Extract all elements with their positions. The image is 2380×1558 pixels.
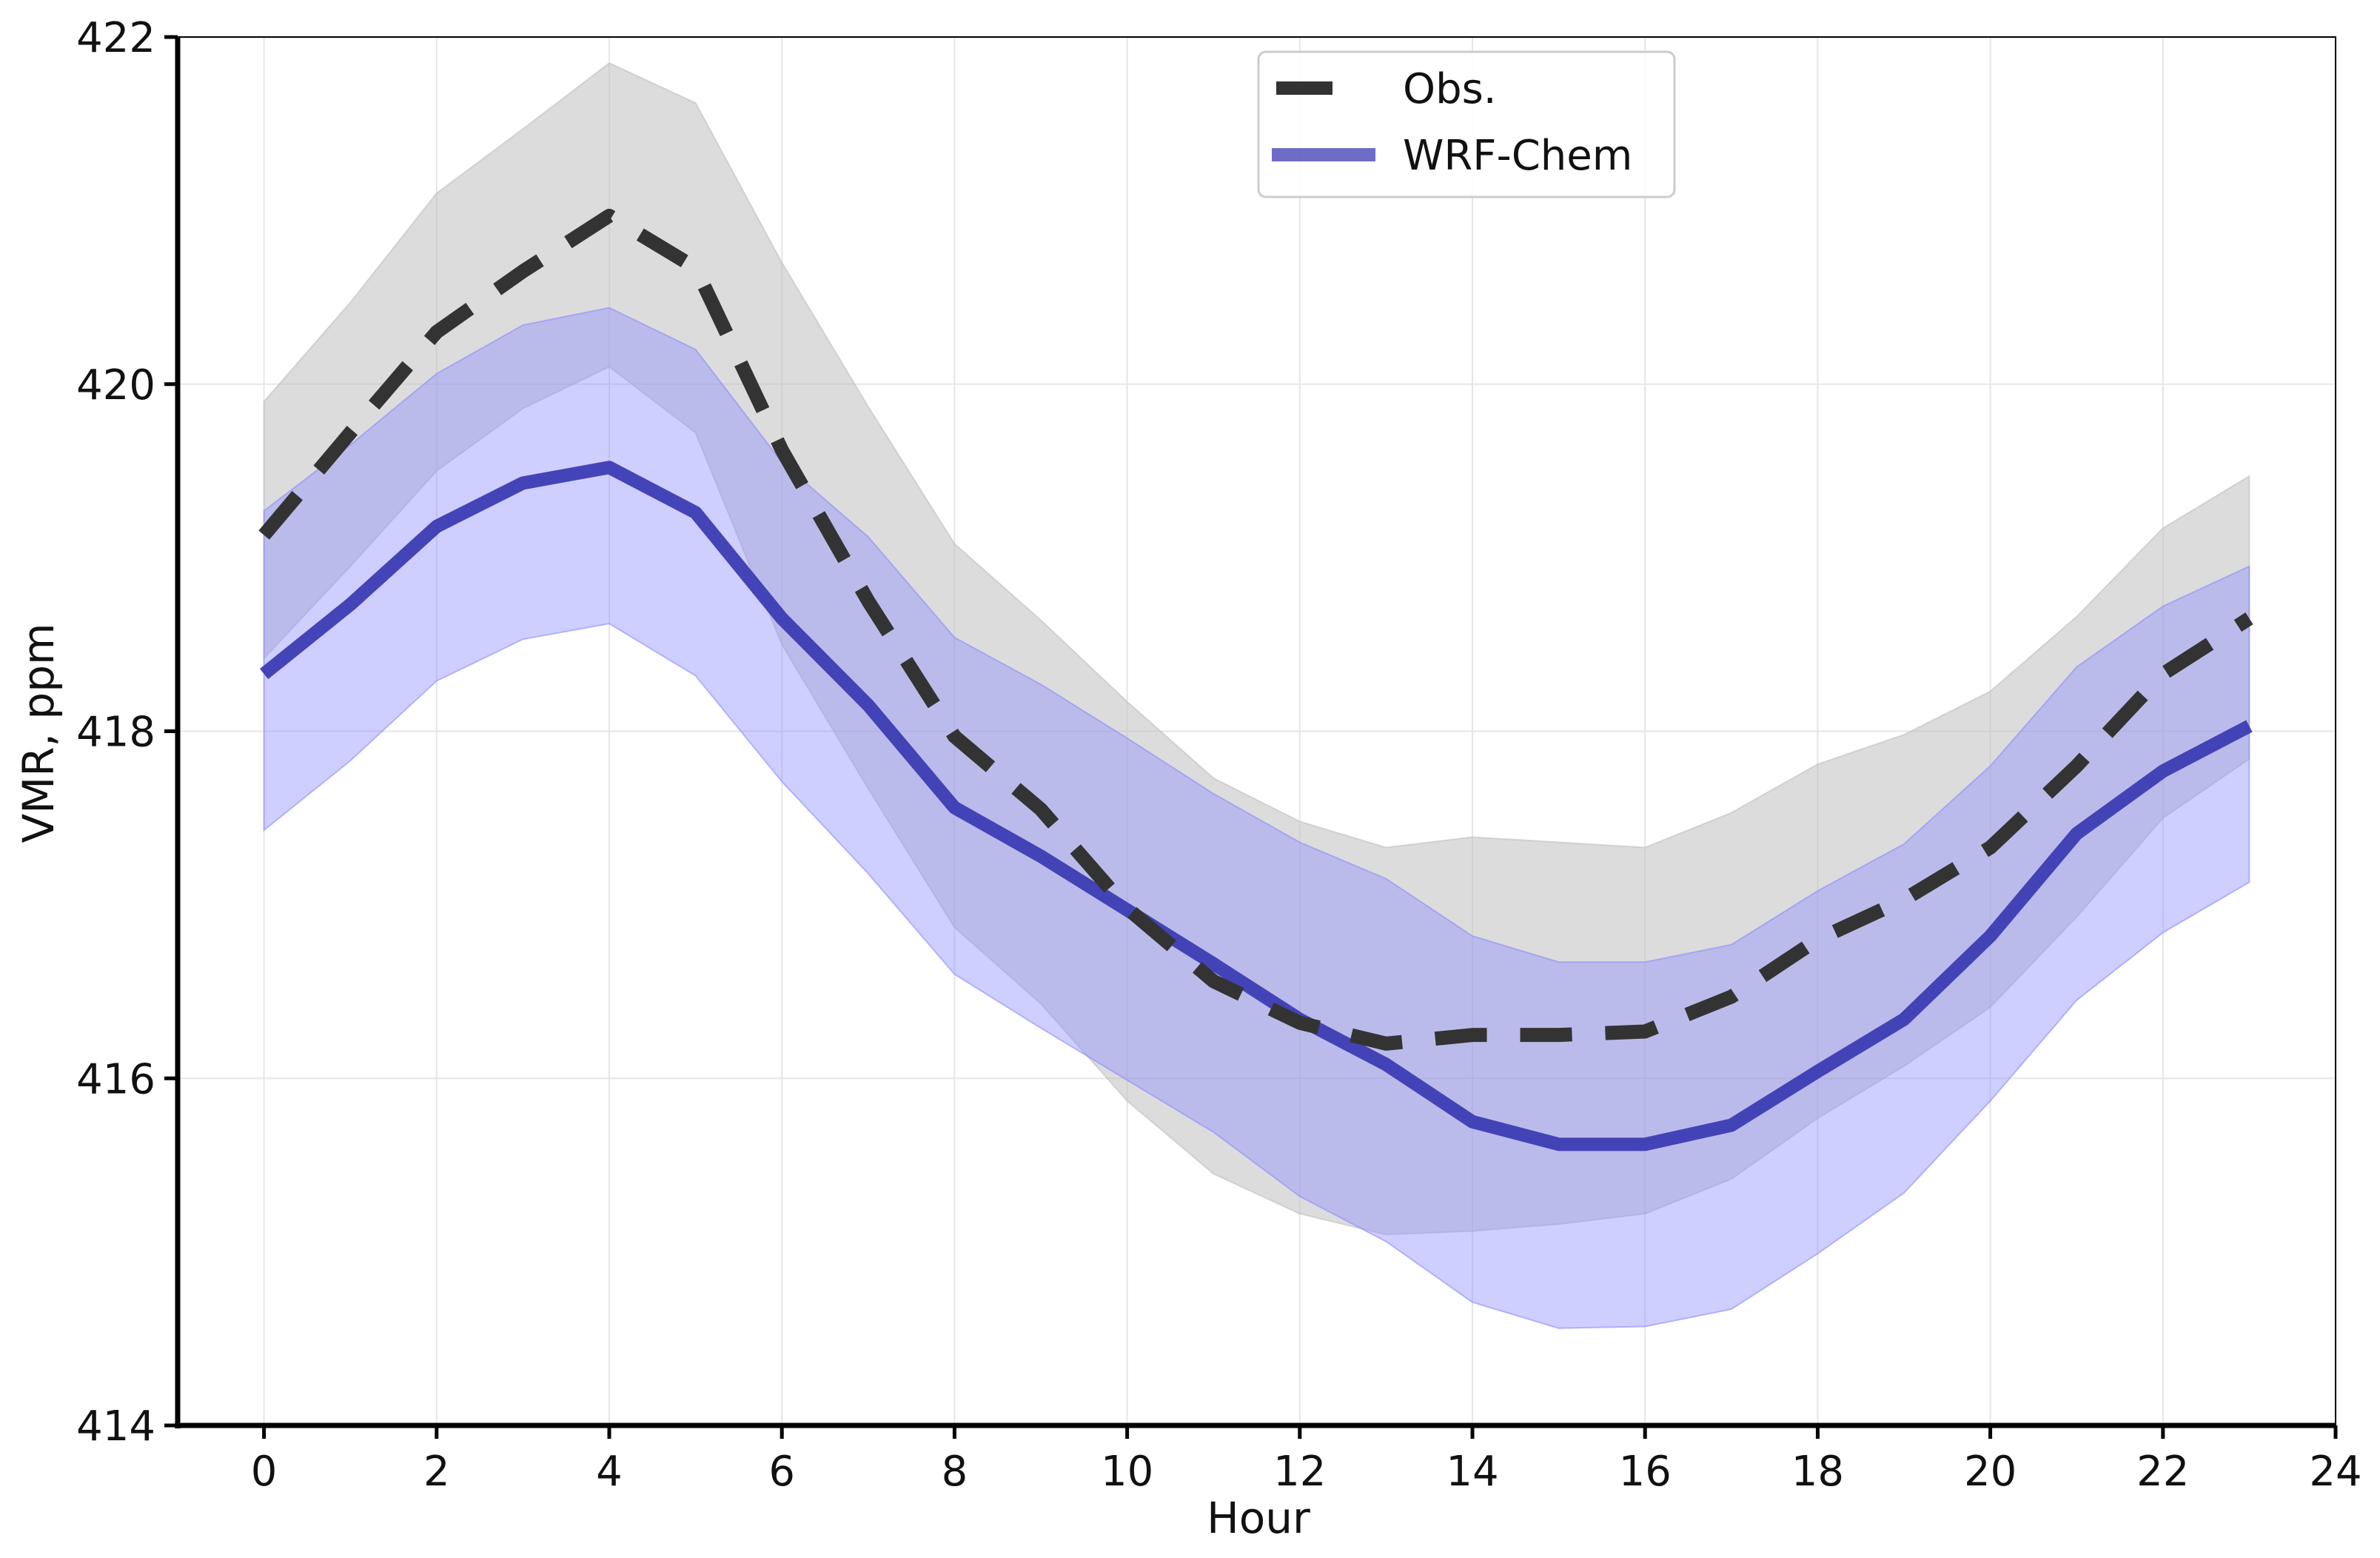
legend-label-wrf-chem: WRF-Chem [1403,132,1632,180]
x-axis-label: Hour [1207,1493,1310,1543]
y-axis-label: VMR, ppm [13,623,64,843]
y-tick-label: 416 [76,1055,155,1103]
y-tick-label: 414 [76,1402,155,1451]
x-tick-label: 6 [768,1448,795,1496]
x-tick-label: 8 [942,1448,968,1496]
y-tick-label: 422 [76,14,155,62]
y-tick-label: 420 [76,361,155,409]
legend-label-obs: Obs. [1403,65,1497,113]
x-tick-label: 2 [423,1448,450,1496]
series-line-wrf-chem [259,461,2253,1151]
uncertainty-bands [263,61,2250,1329]
x-tick-label: 18 [1791,1448,1844,1496]
x-tick-label: 22 [2136,1448,2189,1496]
x-tick-label: 10 [1101,1448,1153,1496]
x-tick-label: 12 [1273,1448,1326,1496]
band-wrf-chem [263,307,2250,1329]
x-tick-label: 16 [1619,1448,1672,1496]
x-tick-label: 4 [596,1448,623,1496]
y-tick-label: 418 [76,709,155,757]
series-line-obs [258,208,2253,1051]
series-lines [258,208,2253,1151]
x-tick-label: 24 [2309,1448,2361,1496]
legend: Obs. WRF-Chem [1257,50,1676,198]
x-tick-label: 14 [1446,1448,1498,1496]
x-tick-label: 0 [251,1448,278,1496]
x-tick-label: 20 [1964,1448,2017,1496]
